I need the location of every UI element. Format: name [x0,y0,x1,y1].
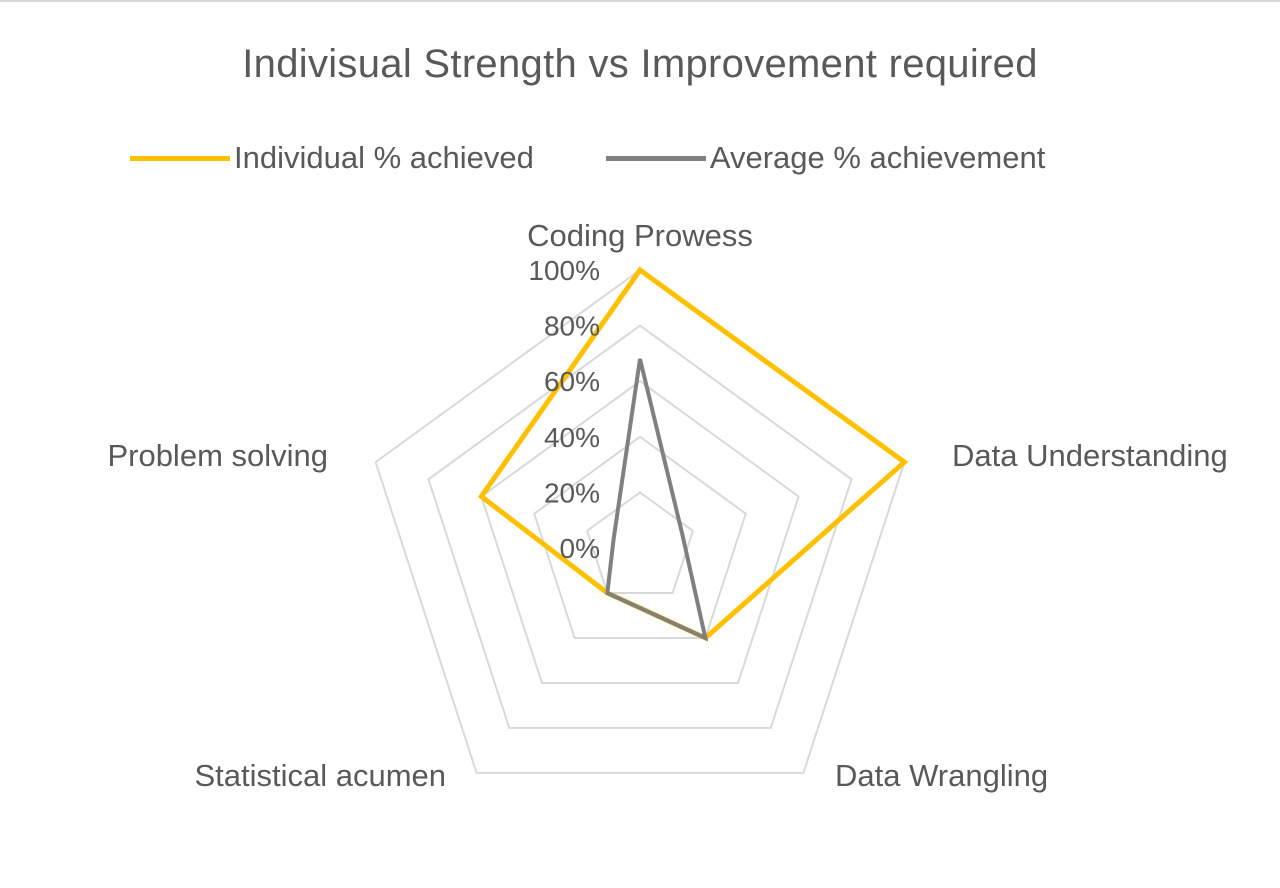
grid-ring [585,491,695,594]
legend-label-average: Average % achievement [709,140,1046,175]
radial-tick-label: 100% [528,255,600,286]
radial-tick-label: 40% [544,422,600,453]
legend-swatch-average [605,155,706,161]
category-label: Coding Prowess [527,218,753,253]
radial-tick-label: 20% [544,477,600,508]
grid-ring [533,435,747,639]
chart-title: Indivisual Strength vs Improvement requi… [242,42,1038,86]
grid-rings [374,268,906,774]
chart-legend: Individual % achieved Average % achievem… [130,136,1117,180]
legend-label-individual: Individual % achieved [234,140,534,175]
grid-ring [480,379,800,684]
legend-item-individual: Individual % achieved [130,140,534,176]
radial-tick-label: 0% [560,533,600,564]
radial-tick-label: 60% [544,366,600,397]
category-label: Data Wrangling [835,758,1048,793]
legend-swatch-individual [130,155,230,161]
grid-ring [427,324,853,729]
series-average-line [605,358,709,642]
legend-item-average: Average % achievement [605,140,1046,176]
radial-tick-label: 80% [544,311,600,342]
grid-ring [374,268,906,774]
category-label: Statistical acumen [194,758,446,793]
category-label: Data Understanding [952,438,1228,473]
category-label: Problem solving [107,438,328,473]
